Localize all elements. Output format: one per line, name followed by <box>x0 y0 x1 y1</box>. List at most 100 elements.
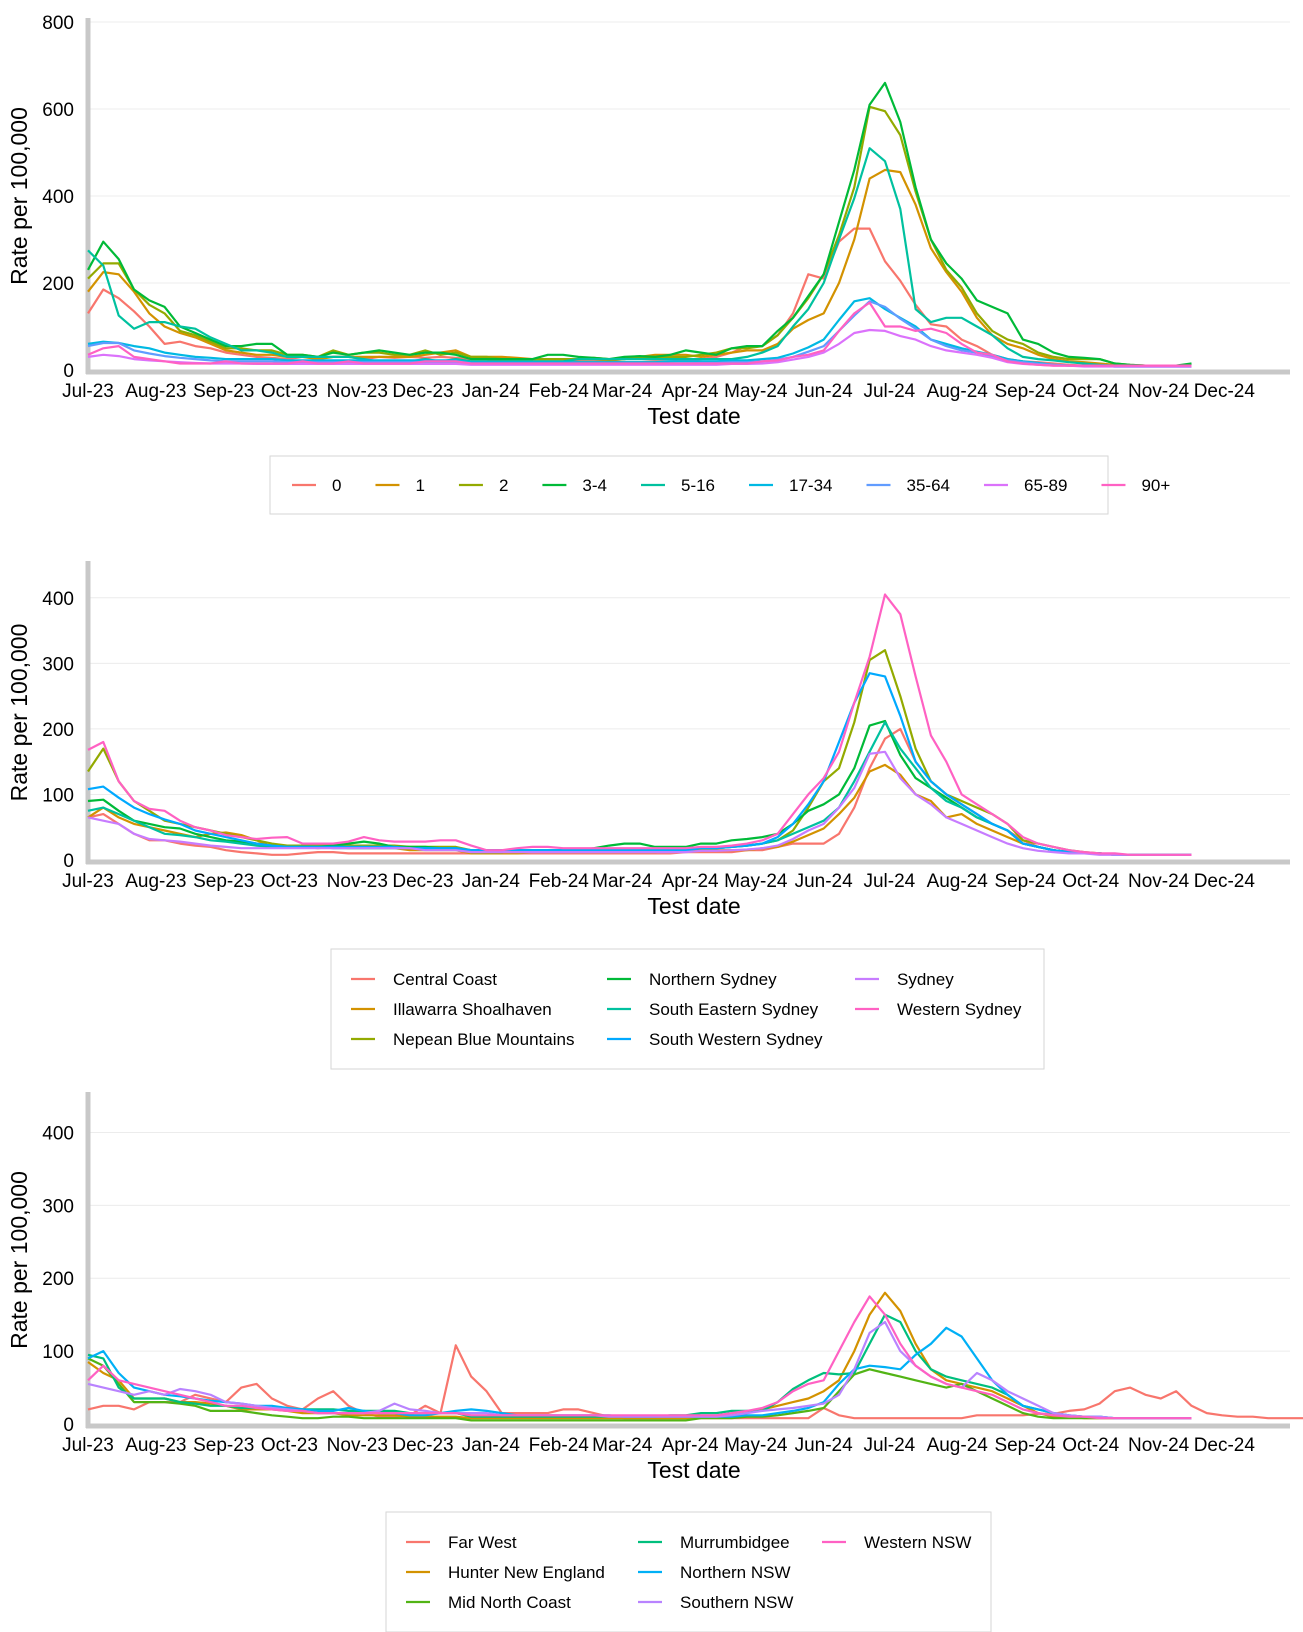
y-tick-label: 400 <box>42 1123 74 1144</box>
x-tick-label: Aug-23 <box>125 1435 186 1456</box>
series-line-sydney <box>87 750 1192 856</box>
x-tick-label: Jun-24 <box>795 871 854 892</box>
x-tick-label: Jul-24 <box>863 1435 915 1456</box>
legend-label: Central Coast <box>393 970 497 989</box>
x-tick-label: May-24 <box>724 381 788 402</box>
legend-item: Murrumbidgee <box>638 1533 790 1552</box>
x-tick-label: Dec-23 <box>392 871 453 892</box>
legend-box <box>269 455 1109 515</box>
x-tick-label: Jul-23 <box>62 381 114 402</box>
legend-item: Northern Sydney <box>607 970 777 989</box>
legend-item: 3-4 <box>542 476 607 495</box>
x-tick-label: Nov-24 <box>1128 871 1190 892</box>
series-line-western-sydney <box>87 593 1192 856</box>
legend-item: South Western Sydney <box>607 1030 823 1049</box>
x-tick-label: Dec-23 <box>392 1435 453 1456</box>
series-line-western-nsw <box>87 1295 1192 1420</box>
legend-label: 65-89 <box>1024 476 1067 495</box>
x-tick-label: Dec-24 <box>1194 381 1256 402</box>
y-tick-label: 0 <box>63 851 74 872</box>
series-line-south-eastern-sydney <box>87 721 1192 856</box>
x-tick-label: Oct-24 <box>1062 381 1119 402</box>
series-line-southern-nsw <box>87 1320 1192 1420</box>
legend-item: Hunter New England <box>406 1563 605 1582</box>
x-tick-label: Jan-24 <box>462 381 521 402</box>
legend-label: Sydney <box>897 970 954 989</box>
legend-label: Illawarra Shoalhaven <box>393 1000 552 1019</box>
x-tick-label: Oct-23 <box>261 871 318 892</box>
legend-label: 3-4 <box>582 476 607 495</box>
x-tick-label: Jul-24 <box>863 871 915 892</box>
x-tick-label: Feb-24 <box>529 1435 590 1456</box>
legend-item: Southern NSW <box>638 1593 793 1612</box>
x-tick-label: Nov-23 <box>327 381 388 402</box>
y-tick-label: 100 <box>42 1342 74 1363</box>
legend-box <box>330 948 1045 1070</box>
x-tick-label: Sep-24 <box>994 871 1056 892</box>
series-line-murrumbidgee <box>87 1313 1192 1420</box>
legend-label: Far West <box>448 1533 517 1552</box>
x-tick-label: Sep-24 <box>994 381 1056 402</box>
x-tick-label: Mar-24 <box>592 871 653 892</box>
x-tick-label: Aug-24 <box>927 1435 989 1456</box>
x-tick-label: Feb-24 <box>529 381 590 402</box>
legend-item: 17-34 <box>749 476 833 495</box>
y-tick-label: 0 <box>63 1415 74 1436</box>
x-tick-label: Jan-24 <box>462 871 521 892</box>
x-tick-label: Jun-24 <box>795 381 854 402</box>
y-tick-label: 400 <box>42 589 74 610</box>
y-tick-label: 600 <box>42 100 74 121</box>
legend-item: 0 <box>292 476 341 495</box>
x-tick-label: Aug-23 <box>125 871 186 892</box>
x-tick-label: Sep-24 <box>994 1435 1056 1456</box>
series-line-central-coast <box>87 727 1192 856</box>
legend-item: 65-89 <box>983 476 1067 495</box>
legend-item: 5-16 <box>640 476 715 495</box>
legend-item: 90+ <box>1101 476 1170 495</box>
legend-label: Western NSW <box>864 1533 971 1552</box>
legend-label: Northern Sydney <box>649 970 777 989</box>
series-line-mid-north-coast <box>87 1357 1192 1422</box>
x-tick-label: May-24 <box>724 871 788 892</box>
x-tick-label: Mar-24 <box>592 381 653 402</box>
x-tick-label: Apr-24 <box>662 381 719 402</box>
x-tick-label: Mar-24 <box>592 1435 653 1456</box>
y-tick-label: 800 <box>42 13 74 34</box>
legend-label: 0 <box>332 476 341 495</box>
x-tick-label: Oct-23 <box>261 1435 318 1456</box>
legend-item: Sydney <box>855 970 954 989</box>
y-tick-label: 200 <box>42 720 74 741</box>
y-tick-label: 200 <box>42 274 74 295</box>
legend-item: Nepean Blue Mountains <box>351 1030 574 1049</box>
legend-label: South Eastern Sydney <box>649 1000 819 1019</box>
y-axis-title: Rate per 100,000 <box>6 107 32 285</box>
legend-item: 35-64 <box>866 476 950 495</box>
x-tick-label: Oct-24 <box>1062 1435 1119 1456</box>
legend-label: 1 <box>415 476 424 495</box>
x-tick-label: Dec-24 <box>1194 1435 1256 1456</box>
x-tick-label: Sep-23 <box>193 871 254 892</box>
x-tick-label: Dec-23 <box>392 381 453 402</box>
legend-item: Western NSW <box>822 1533 971 1552</box>
series-line-2 <box>87 105 1192 367</box>
legend: Far West Hunter New England Mid North Coas… <box>385 1511 992 1632</box>
x-tick-label: Aug-24 <box>927 871 989 892</box>
legend-item: 2 <box>458 476 508 495</box>
y-tick-label: 100 <box>42 785 74 806</box>
y-axis-title: Rate per 100,000 <box>6 1171 32 1349</box>
y-tick-label: 0 <box>63 361 74 382</box>
y-axis-title: Rate per 100,000 <box>6 624 32 802</box>
legend-item: 1 <box>375 476 425 495</box>
series-line-northern-sydney <box>87 719 1192 856</box>
x-tick-label: Jan-24 <box>462 1435 521 1456</box>
legend: 0 1 2 3-4 5-16 17-34 35-64 65-89 90+ <box>269 455 1170 515</box>
x-tick-label: Jul-24 <box>863 381 915 402</box>
legend-label: Southern NSW <box>680 1593 793 1612</box>
x-tick-label: Sep-23 <box>193 381 254 402</box>
legend-label: 5-16 <box>681 476 715 495</box>
y-tick-label: 200 <box>42 1269 74 1290</box>
legend-item: Mid North Coast <box>406 1593 571 1612</box>
chart-panel-1: 0 200 400 600 800 Jul-23 Aug-23 Sep-23 Oct-23 Nov… <box>6 13 1290 515</box>
x-tick-label: May-24 <box>724 1435 788 1456</box>
